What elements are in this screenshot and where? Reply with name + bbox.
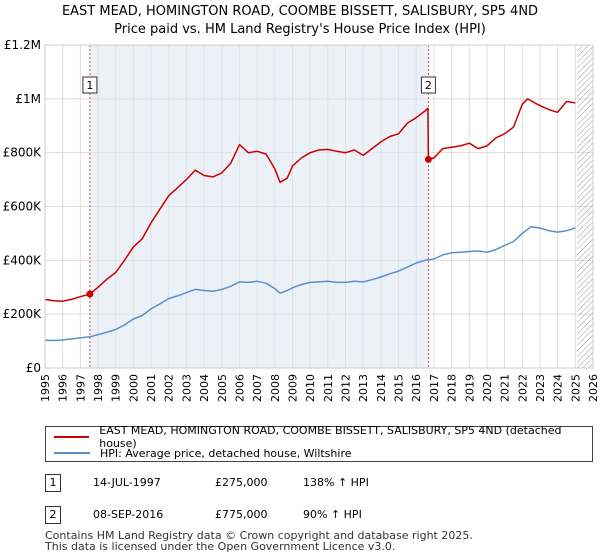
footer: Contains HM Land Registry data © Crown c… <box>45 530 473 552</box>
y-tick-label: £0 <box>26 361 41 375</box>
x-tick-label: 2000 <box>127 374 140 402</box>
x-tick-label: 2026 <box>587 374 600 402</box>
x-tick-label: 1996 <box>57 374 70 402</box>
sale-date: 14-JUL-1997 <box>93 476 161 489</box>
x-tick-label: 2007 <box>251 374 264 402</box>
x-tick-label: 2016 <box>410 374 423 402</box>
x-tick-label: 2009 <box>286 374 299 402</box>
footer-line-2: This data is licensed under the Open Gov… <box>45 540 396 553</box>
chart-title: EAST MEAD, HOMINGTON ROAD, COOMBE BISSET… <box>0 3 600 39</box>
ownership-period-shade <box>89 45 429 368</box>
legend-label-property: EAST MEAD, HOMINGTON ROAD, COOMBE BISSET… <box>99 424 562 450</box>
x-tick-label: 2003 <box>180 374 193 402</box>
title-line-1: EAST MEAD, HOMINGTON ROAD, COOMBE BISSET… <box>61 4 539 19</box>
y-tick-label: £1M <box>15 92 41 106</box>
sale-price: £775,000 <box>215 508 268 521</box>
x-tick-label: 2015 <box>393 374 406 402</box>
x-tick-label: 2025 <box>569 374 582 402</box>
plot-frame <box>44 44 594 369</box>
title-line-2: Price paid vs. HM Land Registry's House … <box>114 22 486 37</box>
x-tick-label: 1998 <box>92 374 105 402</box>
x-tick-label: 2011 <box>322 374 335 402</box>
y-tick-label: £600K <box>3 200 43 214</box>
legend-item-hpi: HPI: Average price, detached house, Wilt… <box>54 445 352 461</box>
legend: EAST MEAD, HOMINGTON ROAD, COOMBE BISSET… <box>45 424 593 462</box>
sale-number-badge: 1 <box>45 474 61 492</box>
x-tick-label: 2010 <box>304 374 317 402</box>
x-tick-label: 2008 <box>269 374 282 402</box>
sale-marker-box <box>82 76 98 94</box>
x-tick-label: 2013 <box>357 374 370 402</box>
x-tick-label: 1997 <box>74 374 87 402</box>
sale-row-1: 1 14-JUL-1997 £275,000 138% ↑ HPI <box>45 474 585 494</box>
y-tick-label: £800K <box>3 146 43 160</box>
x-tick-label: 2023 <box>534 374 547 402</box>
sale-marker-box <box>420 76 436 94</box>
x-tick-label: 2022 <box>516 374 529 402</box>
forecast-hatch <box>577 45 593 368</box>
sale-hpi-change: 90% ↑ HPI <box>303 508 362 521</box>
x-tick-label: 2002 <box>163 374 176 402</box>
legend-swatch-property <box>54 436 90 438</box>
y-tick-label: £200K <box>3 307 43 321</box>
sale-date: 08-SEP-2016 <box>93 508 164 521</box>
sale-hpi-change: 138% ↑ HPI <box>303 476 369 489</box>
x-tick-label: 2004 <box>198 374 211 402</box>
hpi-line <box>44 225 576 342</box>
x-tick-label: 2018 <box>446 374 459 402</box>
x-tick-label: 2024 <box>552 374 565 402</box>
legend-label-hpi: HPI: Average price, detached house, Wilt… <box>100 446 352 460</box>
sale-point <box>86 290 94 298</box>
sale-marker-label: 2 <box>425 79 432 92</box>
price-chart: 1 2 £0 £200K £400K £600K £800K £1M £1.2M 1995 199… <box>3 38 600 402</box>
y-tick-label: £1.2M <box>4 38 41 52</box>
x-tick-label: 2012 <box>340 374 353 402</box>
footer-line-1: Contains HM Land Registry data © Crown c… <box>45 529 473 542</box>
property-price-line <box>44 98 576 302</box>
legend-item-property: EAST MEAD, HOMINGTON ROAD, COOMBE BISSET… <box>54 424 592 450</box>
sale-number-badge: 2 <box>45 506 61 524</box>
x-tick-label: 1999 <box>110 374 123 402</box>
x-tick-label: 2021 <box>499 374 512 402</box>
sale-point <box>424 155 432 163</box>
sale-marker-label: 1 <box>86 79 93 92</box>
legend-swatch-hpi <box>54 452 90 454</box>
sale-row-2: 2 08-SEP-2016 £775,000 90% ↑ HPI <box>45 506 585 526</box>
x-tick-label: 2014 <box>375 374 388 402</box>
sale-price: £275,000 <box>215 476 268 489</box>
x-tick-label: 2001 <box>145 374 158 402</box>
x-tick-label: 2005 <box>216 374 229 402</box>
y-tick-label: £400K <box>3 253 43 267</box>
x-tick-label: 2006 <box>233 374 246 402</box>
x-tick-label: 2017 <box>428 374 441 402</box>
x-tick-label: 2020 <box>481 374 494 402</box>
x-tick-label: 1995 <box>39 374 52 402</box>
x-tick-label: 2019 <box>463 374 476 402</box>
